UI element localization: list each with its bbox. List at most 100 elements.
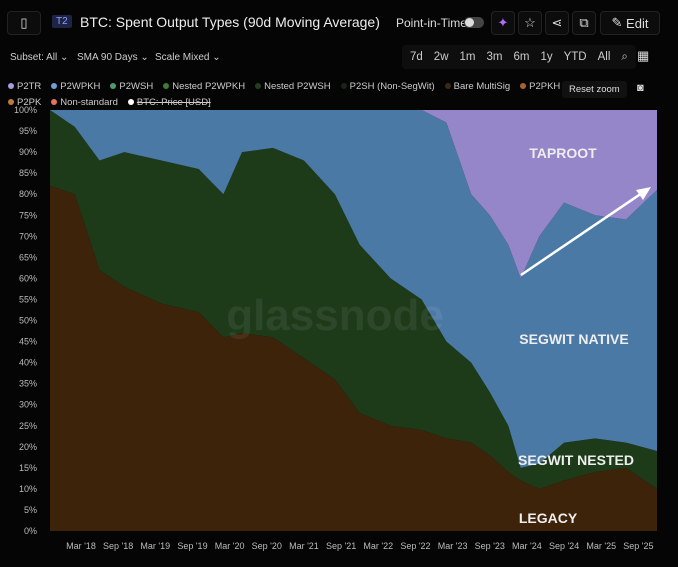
point-in-time-label: Point-in-Time [396,16,467,30]
x-tick-label: Sep '20 [252,541,282,551]
point-in-time-toggle[interactable] [464,17,484,28]
legend-label: BTC: Price [USD] [136,97,211,108]
range-7d[interactable]: 7d [410,51,423,63]
legend-item[interactable]: BTC: Price [USD] [127,97,211,108]
legend-dot [255,83,262,89]
y-tick-label: 50% [19,316,37,326]
area-segwit-native [50,110,657,468]
legend-dot [127,99,134,105]
annotation-label: SEGWIT NESTED [518,452,634,468]
legend-dot [51,99,58,105]
range-6m[interactable]: 6m [513,51,530,63]
y-tick-label: 45% [19,337,37,347]
x-tick-label: Sep '25 [623,541,653,551]
watermark: glassnode [226,291,444,340]
y-tick-label: 90% [19,147,37,157]
y-tick-label: 0% [24,526,37,536]
range-ytd[interactable]: YTD [563,51,587,63]
legend-item[interactable]: P2PKH [520,81,560,92]
trend-arrow-head [636,187,651,200]
range-3m[interactable]: 3m [486,51,503,63]
legend-dot [8,99,14,105]
legend-label: P2PK [17,97,42,108]
x-tick-label: Mar '23 [438,541,468,551]
y-tick-label: 75% [19,210,37,220]
range-1y[interactable]: 1y [540,51,553,63]
y-tick-label: 5% [24,505,37,515]
legend-dot [520,83,527,89]
page-title: BTC: Spent Output Types (90d Moving Aver… [80,14,380,30]
area-segwit-nested [50,110,657,489]
y-tick-label: 60% [19,273,37,283]
legend-dot [110,83,117,89]
legend-row-2: P2PK Non-standard BTC: Price [USD] [8,97,211,108]
x-tick-label: Mar '19 [140,541,170,551]
legend-dot [163,83,170,89]
legend-row-1: P2TR P2WPKH P2WSH Nested P2WPKH Nested P2WSH… [8,81,560,92]
y-tick-label: 15% [19,463,37,473]
pencil-icon: ✎ [611,15,627,30]
x-tick-label: Mar '21 [289,541,319,551]
y-tick-label: 35% [19,379,37,389]
x-tick-label: Mar '18 [66,541,96,551]
area-taproot [50,110,657,279]
x-tick-label: Sep '24 [549,541,579,551]
legend-label: P2WSH [119,81,154,92]
reset-zoom-button[interactable]: Reset zoom [562,81,627,98]
area-legacy [50,185,657,531]
sma-dropdown[interactable]: SMA 90 Days ⌄ [77,52,149,63]
legend-label: P2TR [17,81,42,92]
subset-dropdown[interactable]: Subset: All ⌄ [10,52,69,63]
legend-item[interactable]: Non-standard [51,97,118,108]
legend-label: Non-standard [60,97,118,108]
legend-label: Nested P2WPKH [172,81,246,92]
annotation-label: TAPROOT [529,145,597,161]
y-tick-label: 55% [19,294,37,304]
legend-label: Bare MultiSig [453,81,511,92]
annotation-label: LEGACY [519,510,578,526]
calendar-icon[interactable]: ▦ [637,48,650,63]
zoom-search-icon[interactable]: ⌕ [621,50,628,63]
legend-item[interactable]: P2SH (Non-SegWit) [340,81,435,92]
legend-item[interactable]: P2WSH [110,81,153,92]
legend-item[interactable]: P2WPKH [51,81,100,92]
legend-item[interactable]: Nested P2WPKH [163,81,245,92]
range-all[interactable]: All [597,51,611,63]
y-tick-label: 40% [19,358,37,368]
legend-item[interactable]: Bare MultiSig [444,81,511,92]
legend-item[interactable]: P2PK [8,97,41,108]
range-selector: 7d 2w 1m 3m 6m 1y YTD All ⌕ [402,45,636,69]
y-tick-label: 95% [19,126,37,136]
chart-badge: T2 [52,15,72,28]
x-tick-label: Mar '22 [363,541,393,551]
x-tick-label: Sep '19 [177,541,207,551]
x-tick-label: Mar '25 [586,541,616,551]
legend-dot [340,83,347,89]
y-tick-label: 30% [19,400,37,410]
range-2w[interactable]: 2w [433,51,449,63]
star-icon[interactable]: ☆ [518,11,542,35]
legend-dot [51,83,58,89]
y-tick-label: 65% [19,252,37,262]
range-1m[interactable]: 1m [459,51,476,63]
y-tick-label: 70% [19,231,37,241]
x-tick-label: Mar '20 [215,541,245,551]
camera-icon[interactable]: ◙ [637,82,644,94]
y-tick-label: 85% [19,168,37,178]
annotation-label: SEGWIT NATIVE [519,331,628,347]
legend-dot [444,83,451,89]
y-tick-label: 25% [19,421,37,431]
legend-item[interactable]: Nested P2WSH [255,81,331,92]
scale-dropdown[interactable]: Scale Mixed ⌄ [155,52,221,63]
copy-icon[interactable]: ⧉ [572,11,596,35]
sidebar-toggle-button[interactable]: ▯ [7,11,41,35]
share-icon[interactable]: ⋖ [545,11,569,35]
legend-label: P2WPKH [60,81,101,92]
x-tick-label: Sep '18 [103,541,133,551]
ai-sparkle-button[interactable]: ✦ [491,11,515,35]
edit-button[interactable]: ✎ Edit [600,11,660,35]
x-tick-label: Sep '23 [475,541,505,551]
y-tick-label: 10% [19,484,37,494]
legend-dot [8,83,14,89]
legend-item[interactable]: P2TR [8,81,41,92]
